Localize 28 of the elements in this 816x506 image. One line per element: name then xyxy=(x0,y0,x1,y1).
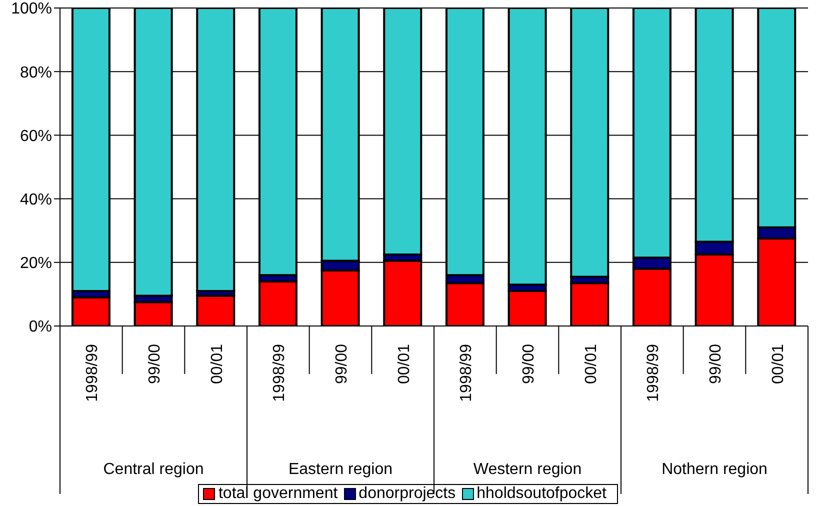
y-tick-label: 100% xyxy=(11,0,52,18)
y-tick-label: 80% xyxy=(20,64,52,82)
x-tick-label: 1998/99 xyxy=(645,344,662,402)
bar xyxy=(258,280,298,326)
x-tick-label: 1998/99 xyxy=(84,344,102,402)
text: Western region xyxy=(473,461,582,478)
x-tick-label: 00/01 xyxy=(396,344,413,384)
x-tick-label: 99/00 xyxy=(334,344,350,384)
x-tick-label: 99/00 xyxy=(708,344,724,384)
bar xyxy=(134,301,173,326)
x-tick-label: 99/00 xyxy=(146,344,164,384)
text: Nothern region xyxy=(662,461,768,478)
y-tick-label: 40% xyxy=(20,191,52,208)
y-tick-label: 60% xyxy=(20,128,52,145)
bar xyxy=(71,296,110,326)
y-tick-label: 20% xyxy=(20,255,52,272)
x-tick-label: 1998/99 xyxy=(458,344,476,402)
legend-label: donorprojects xyxy=(358,485,456,503)
text: Eastern region xyxy=(288,461,393,478)
text: Central region xyxy=(103,461,204,478)
x-tick-label: 00/01 xyxy=(208,344,226,384)
x-tick-label: 00/01 xyxy=(582,344,600,384)
y-tick-label: 0% xyxy=(28,318,52,336)
x-tick-label: 99/00 xyxy=(520,344,538,384)
bar xyxy=(196,294,236,326)
x-tick-label: 1998/99 xyxy=(271,344,288,402)
x-tick-label: 00/01 xyxy=(770,344,787,384)
legend-label: hholdsoutofpocket xyxy=(476,485,606,503)
